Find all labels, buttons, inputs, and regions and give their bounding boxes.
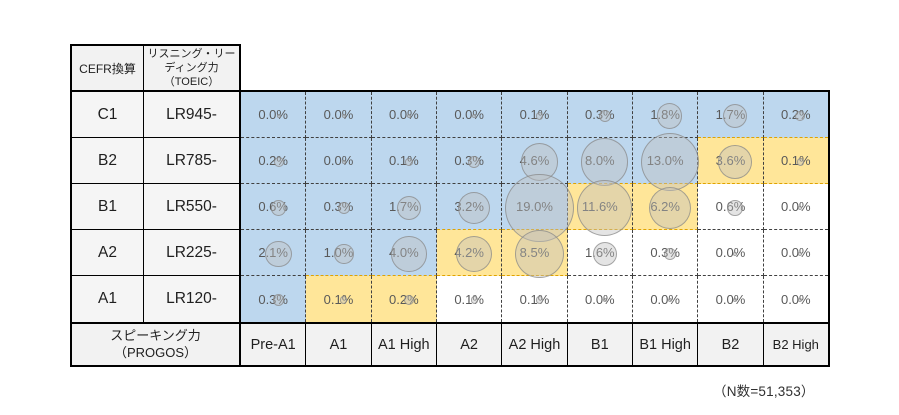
matrix-cell: 2.1% (241, 230, 307, 276)
matrix-cell: 11.6% (567, 184, 633, 230)
matrix-cell: 0.0% (241, 92, 307, 138)
matrix-cell: 0.3% (306, 184, 372, 230)
matrix-cell: 0.0% (763, 184, 828, 230)
matrix-cell: 3.2% (436, 184, 503, 230)
matrix-cell: 4.6% (502, 138, 568, 184)
matrix-cell: 8.0% (567, 138, 633, 184)
row-label-cefr: B2 (72, 138, 144, 184)
progos-axis-title: スピーキング力 （PROGOS） (72, 324, 241, 365)
x-axis-label: A2 High (502, 324, 568, 365)
matrix-cell: 0.0% (306, 92, 372, 138)
matrix-cell: 4.0% (371, 230, 437, 276)
table-body: C1 LR945- 0.0% 0.0% 0.0% 0.0% 0.1% 0.3% 1.8% 1.7%… (70, 90, 830, 367)
matrix-cell: 19.0% (502, 184, 568, 230)
row-label-toeic-score: LR785- (144, 138, 241, 184)
matrix-rows: C1 LR945- 0.0% 0.0% 0.0% 0.0% 0.1% 0.3% 1.8% 1.7%… (72, 92, 828, 322)
matrix-cell: 0.1% (502, 276, 568, 322)
matrix-cell: 0.3% (436, 138, 503, 184)
x-axis-label: B1 (568, 324, 633, 365)
row-label-cefr: B1 (72, 184, 144, 230)
row-label-cefr: C1 (72, 92, 144, 138)
cefr-toeic-progos-table: CEFR換算 リスニング・リー ディング力 （TOEIC） C1 LR945- 0.… (70, 44, 830, 367)
x-axis-label: B2 High (772, 337, 819, 352)
matrix-cell: 0.1% (502, 92, 568, 138)
matrix-cell: 13.0% (632, 138, 699, 184)
matrix-cell: 0.2% (763, 92, 828, 138)
matrix-cell: 0.2% (241, 138, 307, 184)
x-axis-label: A1 High (372, 324, 437, 365)
matrix-cell: 1.7% (698, 92, 764, 138)
row-label-cefr: A2 (72, 230, 144, 276)
matrix-cell: 0.0% (763, 230, 828, 276)
matrix-cell: 0.0% (698, 230, 764, 276)
n-count-note: （N数=51,353） (713, 384, 815, 399)
row-label-toeic-score: LR945- (144, 92, 241, 138)
matrix-cell: 0.0% (698, 276, 764, 322)
table-row: C1 LR945- 0.0% 0.0% 0.0% 0.0% 0.1% 0.3% 1.8% 1.7%… (72, 92, 828, 138)
matrix-cell: 0.0% (436, 92, 503, 138)
x-axis-label: Pre-A1 (241, 324, 307, 365)
matrix-cell: 0.3% (241, 276, 307, 322)
table-row: B1 LR550- 0.6% 0.3% 1.7% 3.2% 19.0% 11.6% 6.2% 0.… (72, 184, 828, 230)
matrix-cell: 0.1% (371, 138, 437, 184)
row-label-toeic-score: LR550- (144, 184, 241, 230)
matrix-cell: 0.2% (371, 276, 437, 322)
x-axis-label: A1 (306, 324, 372, 365)
row-label-toeic-score: LR120- (144, 276, 241, 322)
matrix-cell: 0.0% (632, 276, 699, 322)
matrix-cell: 0.6% (698, 184, 764, 230)
matrix-cell: 0.3% (632, 230, 699, 276)
row-label-toeic-score: LR225- (144, 230, 241, 276)
table-header-row: CEFR換算 リスニング・リー ディング力 （TOEIC） (70, 44, 241, 90)
matrix-cell: 6.2% (632, 184, 699, 230)
row-label-cefr: A1 (72, 276, 144, 322)
matrix-cell: 3.6% (698, 138, 764, 184)
matrix-cell: 4.2% (436, 230, 503, 276)
x-axis-label: A2 (437, 324, 503, 365)
matrix-cell: 1.7% (371, 184, 437, 230)
matrix-cell: 0.0% (567, 276, 633, 322)
matrix-cell: 8.5% (502, 230, 568, 276)
matrix-cell: 1.8% (632, 92, 699, 138)
bottom-axis-cells: Pre-A1 A1 A1 High A2 A2 High B1 B1 High B2 B2 Hi… (241, 324, 828, 365)
header-cefr-conversion: CEFR換算 (72, 46, 144, 90)
matrix-cell: 0.1% (763, 138, 828, 184)
matrix-cell: 0.3% (567, 92, 633, 138)
matrix-cell: 0.0% (371, 92, 437, 138)
matrix-cell: 0.6% (241, 184, 307, 230)
matrix-cell: 0.1% (306, 276, 372, 322)
matrix-cell: 0.0% (763, 276, 828, 322)
x-axis-label: B1 High (633, 324, 699, 365)
matrix-cell: 1.0% (306, 230, 372, 276)
table-row: A2 LR225- 2.1% 1.0% 4.0% 4.2% 8.5% 1.6% 0.3% 0.0%… (72, 230, 828, 276)
matrix-cell: 0.1% (436, 276, 503, 322)
bottom-axis-row: スピーキング力 （PROGOS） Pre-A1 A1 A1 High A2 A2 Hig… (72, 322, 828, 365)
table-row: B2 LR785- 0.2% 0.0% 0.1% 0.3% 4.6% 8.0% 13.0% 3.6… (72, 138, 828, 184)
x-axis-label: B2 (698, 324, 764, 365)
header-toeic-listening-reading: リスニング・リー ディング力 （TOEIC） (147, 48, 236, 88)
matrix-cell: 0.0% (306, 138, 372, 184)
matrix-cell: 1.6% (567, 230, 633, 276)
table-row: A1 LR120- 0.3% 0.1% 0.2% 0.1% 0.1% 0.0% 0.0% 0.0%… (72, 276, 828, 322)
